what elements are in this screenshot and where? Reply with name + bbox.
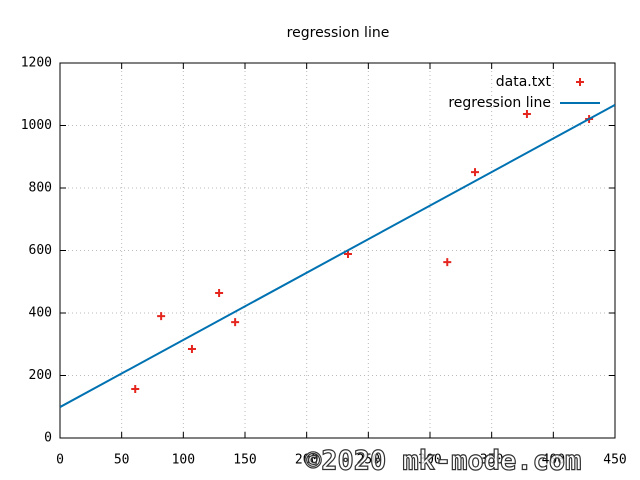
x-tick-label: 300 xyxy=(418,453,441,468)
data-point xyxy=(522,109,531,118)
watermark: ©2020 mk-mode.com xyxy=(305,446,581,477)
legend-label: regression line xyxy=(448,95,551,111)
x-tick-label: 150 xyxy=(233,453,256,468)
data-point xyxy=(157,312,166,321)
x-tick-label: 0 xyxy=(56,453,64,468)
x-tick-label: 350 xyxy=(480,453,503,468)
data-point xyxy=(131,384,140,393)
x-tick-label: 450 xyxy=(603,453,626,468)
chart-title: regression line xyxy=(287,25,390,41)
regression-line xyxy=(60,103,615,408)
x-tick-label: 100 xyxy=(172,453,195,468)
legend-label: data.txt xyxy=(496,74,552,90)
y-tick-label: 0 xyxy=(44,431,52,446)
x-tick-label: 200 xyxy=(295,453,318,468)
y-tick-label: 1000 xyxy=(21,118,52,133)
data-point xyxy=(215,289,224,297)
y-tick-label: 1200 xyxy=(21,56,52,71)
data-point xyxy=(471,168,480,177)
y-tick-label: 600 xyxy=(29,243,52,258)
x-tick-label: 250 xyxy=(357,453,380,468)
data-point xyxy=(187,344,196,353)
plot-border xyxy=(59,62,616,439)
data-point xyxy=(443,258,452,267)
x-tick-label: 50 xyxy=(114,453,130,468)
legend-marker xyxy=(576,78,584,86)
x-tick-label: 400 xyxy=(542,453,565,468)
data-point xyxy=(231,318,240,327)
y-tick-label: 200 xyxy=(29,368,52,383)
y-tick-label: 800 xyxy=(29,181,52,196)
y-tick-label: 400 xyxy=(29,306,52,321)
